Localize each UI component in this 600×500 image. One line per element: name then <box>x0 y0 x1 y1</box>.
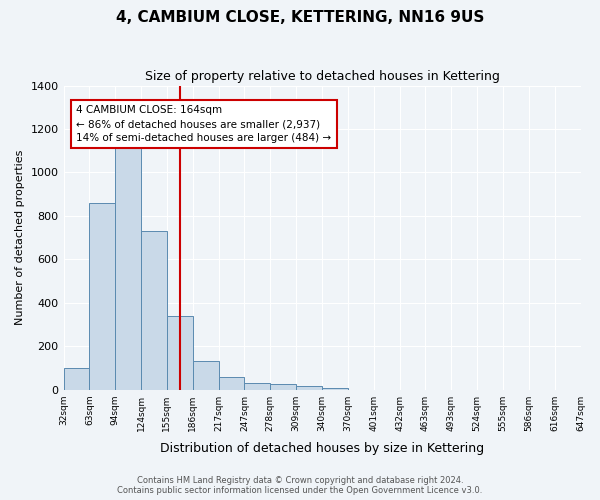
Bar <box>296 386 322 390</box>
Bar <box>193 362 218 390</box>
Bar <box>89 203 115 390</box>
Bar <box>64 368 89 390</box>
Bar <box>244 383 271 390</box>
Bar <box>167 316 193 390</box>
Text: 4, CAMBIUM CLOSE, KETTERING, NN16 9US: 4, CAMBIUM CLOSE, KETTERING, NN16 9US <box>116 10 484 25</box>
Text: 4 CAMBIUM CLOSE: 164sqm
← 86% of detached houses are smaller (2,937)
14% of semi: 4 CAMBIUM CLOSE: 164sqm ← 86% of detache… <box>76 105 332 143</box>
Y-axis label: Number of detached properties: Number of detached properties <box>15 150 25 326</box>
Bar <box>218 376 244 390</box>
Bar <box>115 140 141 390</box>
Title: Size of property relative to detached houses in Kettering: Size of property relative to detached ho… <box>145 70 499 83</box>
Bar <box>271 384 296 390</box>
Text: Contains HM Land Registry data © Crown copyright and database right 2024.
Contai: Contains HM Land Registry data © Crown c… <box>118 476 482 495</box>
X-axis label: Distribution of detached houses by size in Kettering: Distribution of detached houses by size … <box>160 442 484 455</box>
Bar <box>322 388 348 390</box>
Bar <box>141 231 167 390</box>
